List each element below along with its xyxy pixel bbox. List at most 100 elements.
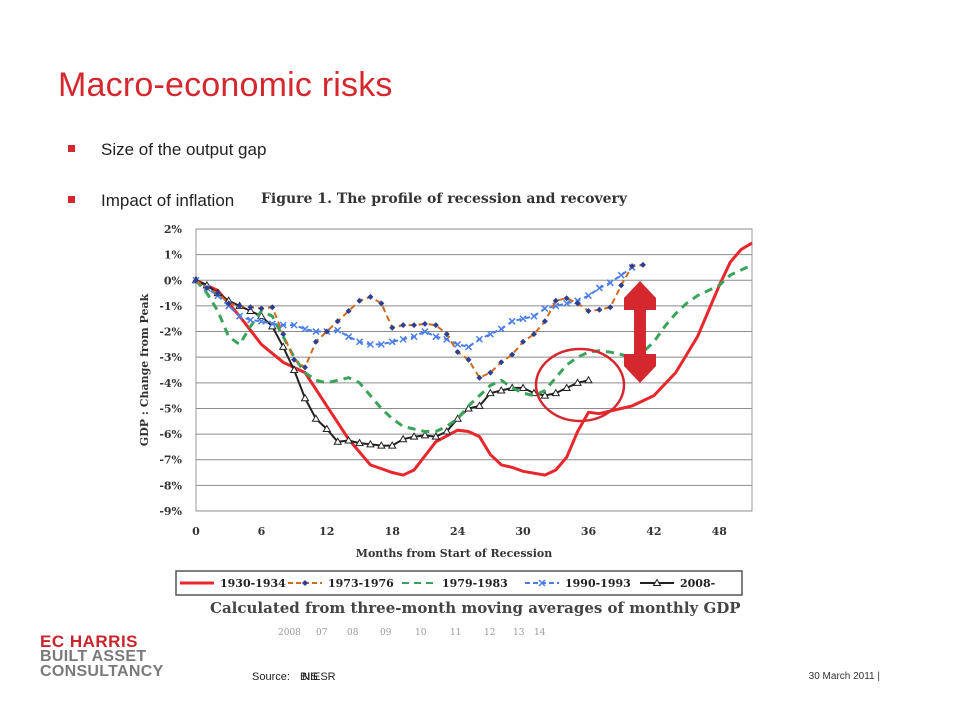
data-point [377, 340, 385, 348]
logo-line-2: BUILT ASSET [40, 648, 147, 665]
data-point [387, 441, 397, 449]
data-point [464, 403, 473, 412]
y-tick-label: -8% [159, 479, 182, 492]
data-point [246, 306, 255, 315]
data-point [519, 315, 527, 323]
data-point [618, 282, 625, 289]
source-note: Source: BIS NIESR [252, 671, 336, 683]
bullet-text: Impact of inflation [101, 191, 235, 210]
data-point [465, 343, 473, 351]
legend-label: 1990-1993 [565, 577, 631, 590]
bottom-axis-tick: 11 [450, 628, 461, 635]
data-point [639, 261, 646, 268]
data-point [617, 271, 625, 279]
data-point [563, 299, 571, 307]
data-point [562, 383, 572, 391]
data-point [573, 378, 582, 386]
y-tick-label: -5% [159, 402, 182, 415]
data-point [431, 432, 441, 440]
bottom-axis-tick: 10 [415, 628, 427, 635]
slide-date: 30 March 2011 | [808, 671, 880, 682]
data-point [520, 338, 527, 345]
data-point [487, 369, 494, 376]
source-label: Source: [252, 671, 290, 683]
logo-line-1: EC HARRIS [40, 632, 139, 651]
data-point [279, 321, 287, 329]
data-point [509, 351, 516, 358]
data-point [344, 436, 353, 444]
legend-label: 1979-1983 [442, 577, 508, 590]
data-point [518, 383, 528, 391]
data-point [291, 356, 298, 363]
y-tick-label: 0% [164, 274, 183, 287]
legend-marker [652, 578, 662, 586]
data-point [367, 293, 374, 300]
data-point [312, 328, 320, 336]
data-point [334, 326, 342, 334]
source-value-bis: BIS [300, 671, 318, 683]
data-point [236, 312, 244, 320]
data-point [552, 297, 559, 304]
data-point [334, 318, 341, 325]
data-point [465, 356, 472, 363]
data-point [258, 305, 265, 312]
y-tick-label: 2% [164, 223, 183, 236]
data-point [442, 427, 452, 435]
data-point [203, 284, 210, 291]
bottom-axis-tick: 07 [316, 628, 328, 635]
chart-subtitle: Calculated from three-month moving avera… [210, 599, 741, 617]
data-point [540, 391, 550, 399]
data-point [302, 364, 309, 371]
y-tick-label: -9% [159, 505, 182, 518]
data-point [257, 317, 265, 325]
y-tick-label: -6% [159, 428, 182, 441]
data-point [356, 297, 363, 304]
logo-line-3: CONSULTANCY [40, 663, 164, 680]
source-value-niesr: NIESR [302, 671, 336, 683]
bottom-axis-tick: 2008 [278, 628, 301, 635]
data-point [214, 290, 221, 297]
data-point [486, 330, 494, 338]
data-point [497, 325, 505, 333]
y-tick-label: -7% [159, 454, 182, 467]
x-tick-label: 42 [646, 525, 661, 538]
x-tick-label: 12 [319, 525, 334, 538]
data-point [453, 414, 463, 422]
data-point [496, 386, 506, 394]
data-point [225, 300, 232, 307]
legend-marker [538, 579, 546, 587]
data-point [236, 302, 243, 309]
highlight-circle [534, 347, 626, 423]
x-tick-label: 18 [385, 525, 401, 538]
arrow-head-down-base [624, 354, 656, 366]
data-point [541, 318, 548, 325]
data-point [629, 263, 636, 270]
data-point [421, 320, 428, 327]
data-point [595, 284, 603, 292]
data-point [432, 333, 440, 341]
data-point [485, 388, 495, 397]
recession-chart: Figure 1. The profile of recession and r… [140, 191, 753, 635]
data-point [584, 375, 593, 384]
y-tick-label: -1% [159, 300, 182, 313]
series-line-1979-1983 [194, 263, 753, 433]
data-point [584, 292, 593, 300]
x-tick-label: 0 [192, 525, 200, 538]
data-point [355, 338, 364, 346]
data-point [345, 308, 352, 315]
plot-area [195, 228, 753, 512]
data-point [247, 304, 254, 311]
data-point [366, 340, 374, 348]
arrow-head-up-base [624, 298, 656, 310]
data-point [551, 388, 561, 397]
data-point [476, 374, 483, 381]
data-point [246, 316, 255, 324]
data-point [388, 338, 396, 346]
x-axis-label: Months from Start of Recession [356, 547, 552, 560]
arrow-shaft [634, 310, 646, 366]
bullet-square-icon [68, 145, 75, 153]
y-axis-label: GDP : Change from Peak [140, 293, 151, 446]
legend-label: 1973-1976 [328, 577, 394, 590]
data-point [376, 441, 386, 449]
x-tick-label: 30 [515, 525, 531, 538]
